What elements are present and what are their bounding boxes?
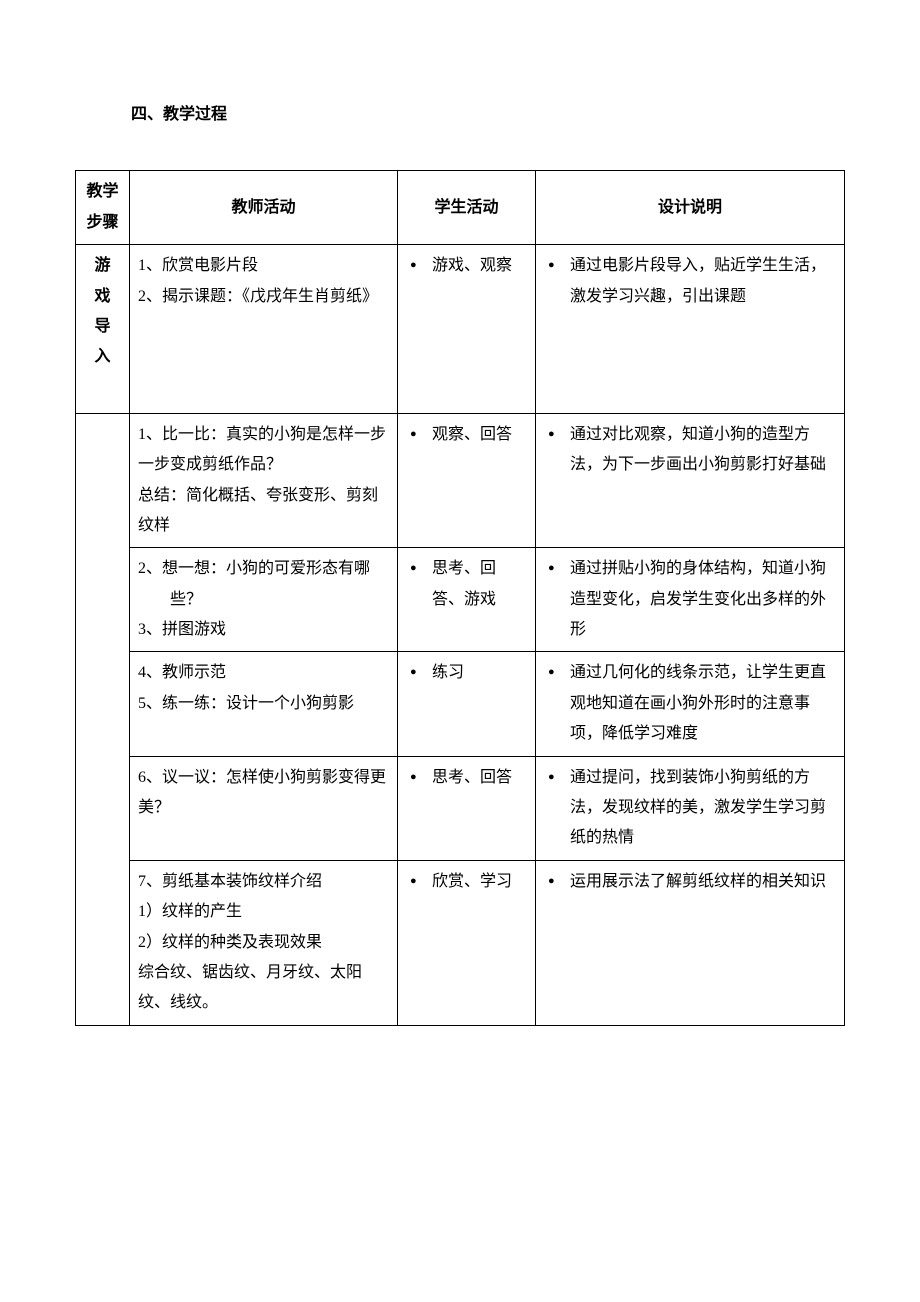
design-bullet: 通过对比观察，知道小狗的造型方法，为下一步画出小狗剪影打好基础 xyxy=(544,420,836,481)
student-bullet: 欣赏、学习 xyxy=(406,867,527,897)
teacher-cell: 1、比一比：真实的小狗是怎样一步一步变成剪纸作品？ 总结：简化概括、夸张变形、剪… xyxy=(130,413,398,548)
teacher-cell: 2、想一想：小狗的可爱形态有哪 些？ 3、拼图游戏 xyxy=(130,548,398,652)
design-cell: 通过拼贴小狗的身体结构，知道小狗造型变化，启发学生变化出多样的外形 xyxy=(536,548,845,652)
teacher-line: 2）纹样的种类及表现效果 xyxy=(138,928,389,958)
table-row: 1、比一比：真实的小狗是怎样一步一步变成剪纸作品？ 总结：简化概括、夸张变形、剪… xyxy=(76,413,845,548)
student-bullet: 思考、回答、游戏 xyxy=(406,554,527,615)
teacher-line: 4、教师示范 xyxy=(138,658,389,688)
student-cell: 游戏、观察 xyxy=(398,245,536,414)
design-cell: 通过几何化的线条示范，让学生更直观地知道在画小狗外形时的注意事项，降低学习难度 xyxy=(536,652,845,756)
header-step: 教学步骤 xyxy=(76,171,130,245)
teacher-line: 7、剪纸基本装饰纹样介绍 xyxy=(138,867,389,897)
header-teacher: 教师活动 xyxy=(130,171,398,245)
step-char: 入 xyxy=(78,342,127,372)
table-header-row: 教学步骤 教师活动 学生活动 设计说明 xyxy=(76,171,845,245)
table-row: 游 戏 导 入 1、欣赏电影片段 2、揭示课题：《戊戌年生肖剪纸》 游戏、观察 … xyxy=(76,245,845,414)
header-design: 设计说明 xyxy=(536,171,845,245)
teacher-cell: 7、剪纸基本装饰纹样介绍 1）纹样的产生 2）纹样的种类及表现效果 综合纹、锯齿… xyxy=(130,860,398,1025)
teacher-line: 2、想一想：小狗的可爱形态有哪 xyxy=(138,554,389,584)
student-bullet: 观察、回答 xyxy=(406,420,527,450)
student-cell: 思考、回答 xyxy=(398,756,536,860)
teacher-line: 2、揭示课题：《戊戌年生肖剪纸》 xyxy=(138,282,389,312)
design-bullet: 通过电影片段导入，贴近学生生活，激发学习兴趣，引出课题 xyxy=(544,251,836,312)
teacher-cell: 1、欣赏电影片段 2、揭示课题：《戊戌年生肖剪纸》 xyxy=(130,245,398,414)
design-bullet: 通过提问，找到装饰小狗剪纸的方法，发现纹样的美，激发学生学习剪纸的热情 xyxy=(544,763,836,854)
header-student: 学生活动 xyxy=(398,171,536,245)
teacher-line: 3、拼图游戏 xyxy=(138,615,389,645)
section-title: 四、教学过程 xyxy=(131,100,845,130)
step-cell: 游 戏 导 入 xyxy=(76,245,130,414)
teacher-line: 6、议一议：怎样使小狗剪影变得更美？ xyxy=(138,763,389,824)
teaching-process-table: 教学步骤 教师活动 学生活动 设计说明 游 戏 导 入 1、欣赏电影片段 2、揭… xyxy=(75,170,845,1025)
teacher-line: 1、欣赏电影片段 xyxy=(138,251,389,281)
step-char: 戏 xyxy=(78,282,127,312)
step-char: 游 xyxy=(78,251,127,281)
table-row: 4、教师示范 5、练一练：设计一个小狗剪影 练习 通过几何化的线条示范，让学生更… xyxy=(76,652,845,756)
student-bullet: 游戏、观察 xyxy=(406,251,527,281)
student-cell: 练习 xyxy=(398,652,536,756)
student-cell: 欣赏、学习 xyxy=(398,860,536,1025)
student-bullet: 练习 xyxy=(406,658,527,688)
teacher-line: 总结：简化概括、夸张变形、剪刻纹样 xyxy=(138,481,389,542)
step-char: 导 xyxy=(78,312,127,342)
design-bullet: 通过几何化的线条示范，让学生更直观地知道在画小狗外形时的注意事项，降低学习难度 xyxy=(544,658,836,749)
design-cell: 通过对比观察，知道小狗的造型方法，为下一步画出小狗剪影打好基础 xyxy=(536,413,845,548)
student-bullet: 思考、回答 xyxy=(406,763,527,793)
teacher-line: 5、练一练：设计一个小狗剪影 xyxy=(138,689,389,719)
step-cell-empty xyxy=(76,413,130,1025)
teacher-line: 1）纹样的产生 xyxy=(138,897,389,927)
table-row: 7、剪纸基本装饰纹样介绍 1）纹样的产生 2）纹样的种类及表现效果 综合纹、锯齿… xyxy=(76,860,845,1025)
table-row: 2、想一想：小狗的可爱形态有哪 些？ 3、拼图游戏 思考、回答、游戏 通过拼贴小… xyxy=(76,548,845,652)
student-cell: 观察、回答 xyxy=(398,413,536,548)
teacher-cell: 4、教师示范 5、练一练：设计一个小狗剪影 xyxy=(130,652,398,756)
design-bullet: 通过拼贴小狗的身体结构，知道小狗造型变化，启发学生变化出多样的外形 xyxy=(544,554,836,645)
teacher-line: 1、比一比：真实的小狗是怎样一步一步变成剪纸作品？ xyxy=(138,420,389,481)
teacher-line: 些？ xyxy=(138,585,389,615)
design-cell: 通过提问，找到装饰小狗剪纸的方法，发现纹样的美，激发学生学习剪纸的热情 xyxy=(536,756,845,860)
student-cell: 思考、回答、游戏 xyxy=(398,548,536,652)
design-cell: 通过电影片段导入，贴近学生生活，激发学习兴趣，引出课题 xyxy=(536,245,845,414)
design-bullet: 运用展示法了解剪纸纹样的相关知识 xyxy=(544,867,836,897)
table-row: 6、议一议：怎样使小狗剪影变得更美？ 思考、回答 通过提问，找到装饰小狗剪纸的方… xyxy=(76,756,845,860)
design-cell: 运用展示法了解剪纸纹样的相关知识 xyxy=(536,860,845,1025)
teacher-cell: 6、议一议：怎样使小狗剪影变得更美？ xyxy=(130,756,398,860)
teacher-line: 综合纹、锯齿纹、月牙纹、太阳纹、线纹。 xyxy=(138,958,389,1019)
